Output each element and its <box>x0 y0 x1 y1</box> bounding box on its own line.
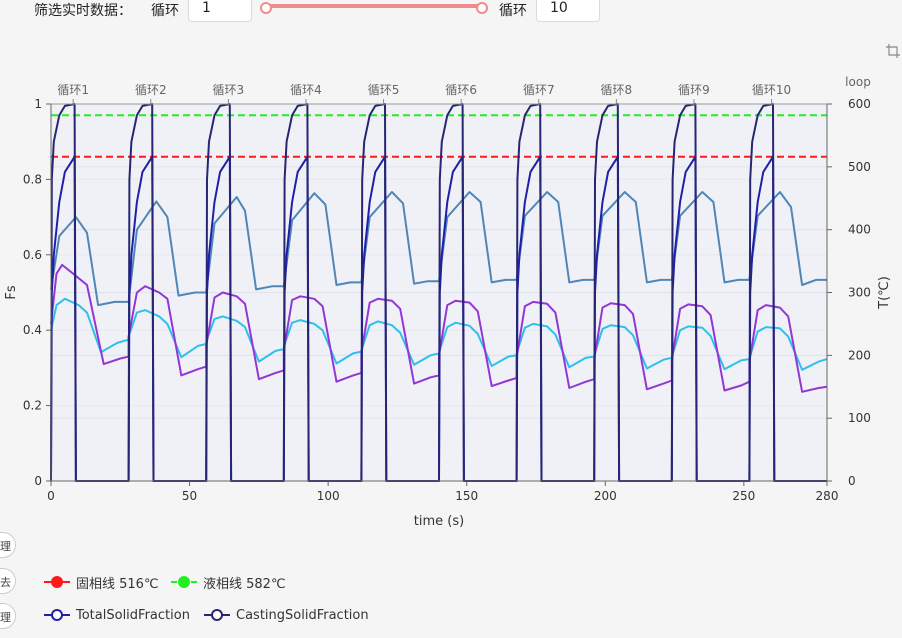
x-tick-label-1: 50 <box>182 489 197 503</box>
top-tick-label-0: 循环1 <box>57 83 89 97</box>
x-tick-label-2: 100 <box>317 489 340 503</box>
cycle-to-input[interactable]: 10 <box>536 0 600 22</box>
y-left-tick-label-5: 1 <box>34 97 42 111</box>
top-axis-label: loop <box>845 75 871 89</box>
cycle-range-slider[interactable] <box>260 2 488 14</box>
y-right-tick-label-1: 100 <box>848 411 871 425</box>
top-tick-label-5: 循环6 <box>445 83 477 97</box>
top-tick-label-8: 循环9 <box>678 83 710 97</box>
legend-casting-label: CastingSolidFraction <box>236 607 369 623</box>
top-tick-label-1: 循环2 <box>135 83 167 97</box>
legend-total-label: TotalSolidFraction <box>76 607 190 623</box>
fullscreen-icon[interactable] <box>885 43 901 59</box>
x-tick-label-3: 150 <box>455 489 478 503</box>
solid-fraction-chart: 0 50 100 150 200 250 280 0 0.2 0.4 0.6 0.8 1 0 100 200 3… <box>4 75 892 529</box>
slider-handle-end[interactable] <box>476 2 488 14</box>
y-right-tick-label-2: 200 <box>848 348 871 362</box>
legend-casting[interactable]: CastingSolidFraction <box>204 606 369 624</box>
top-tick-label-6: 循环7 <box>523 83 555 97</box>
cycle-from-label: 循环 <box>151 3 179 19</box>
x-axis-label: time (s) <box>414 514 464 529</box>
side-tab-2[interactable]: 去 <box>0 568 16 594</box>
y-left-tick-label-1: 0.2 <box>23 399 42 413</box>
y-left-axis-label: Fs <box>4 285 19 299</box>
x-tick-label-5: 250 <box>732 489 755 503</box>
cycle-from-input[interactable]: 1 <box>188 0 252 22</box>
legend-liquidus[interactable]: 液相线 582℃ <box>171 573 286 592</box>
top-tick-label-7: 循环8 <box>601 83 633 97</box>
filter-label: 筛选实时数据： <box>34 3 132 19</box>
top-tick-label-2: 循环3 <box>213 83 245 97</box>
y-left-tick-label-2: 0.4 <box>23 323 42 337</box>
side-tab-3[interactable]: 理 <box>0 603 16 629</box>
x-tick-label-4: 200 <box>594 489 617 503</box>
y-left-tick-label-0: 0 <box>34 474 42 488</box>
cycle-to-label: 循环 <box>499 3 527 19</box>
y-right-tick-label-5: 500 <box>848 160 871 174</box>
legend-liquidus-label: 液相线 582℃ <box>203 576 286 592</box>
y-right-tick-label-0: 0 <box>848 474 856 488</box>
y-right-tick-label-3: 300 <box>848 286 871 300</box>
legend-solidus[interactable]: 固相线 516℃ <box>44 573 159 592</box>
y-right-tick-label-6: 600 <box>848 97 871 111</box>
top-tick-label-4: 循环5 <box>368 83 400 97</box>
top-tick-label-9: 循环10 <box>752 83 791 97</box>
y-right-tick-label-4: 400 <box>848 223 871 237</box>
top-tick-label-3: 循环4 <box>290 83 322 97</box>
y-right-axis-label: T(℃) <box>877 276 892 310</box>
filter-bar: 筛选实时数据： 循环 1 循环 10 <box>0 0 902 24</box>
x-tick-label-0: 0 <box>47 489 55 503</box>
y-left-tick-label-3: 0.6 <box>23 248 42 262</box>
x-tick-label-6: 280 <box>816 489 839 503</box>
y-left-tick-label-4: 0.8 <box>23 172 42 186</box>
legend-solidus-label: 固相线 516℃ <box>76 576 159 592</box>
legend-total[interactable]: TotalSolidFraction <box>44 606 190 624</box>
slider-handle-start[interactable] <box>260 2 272 14</box>
